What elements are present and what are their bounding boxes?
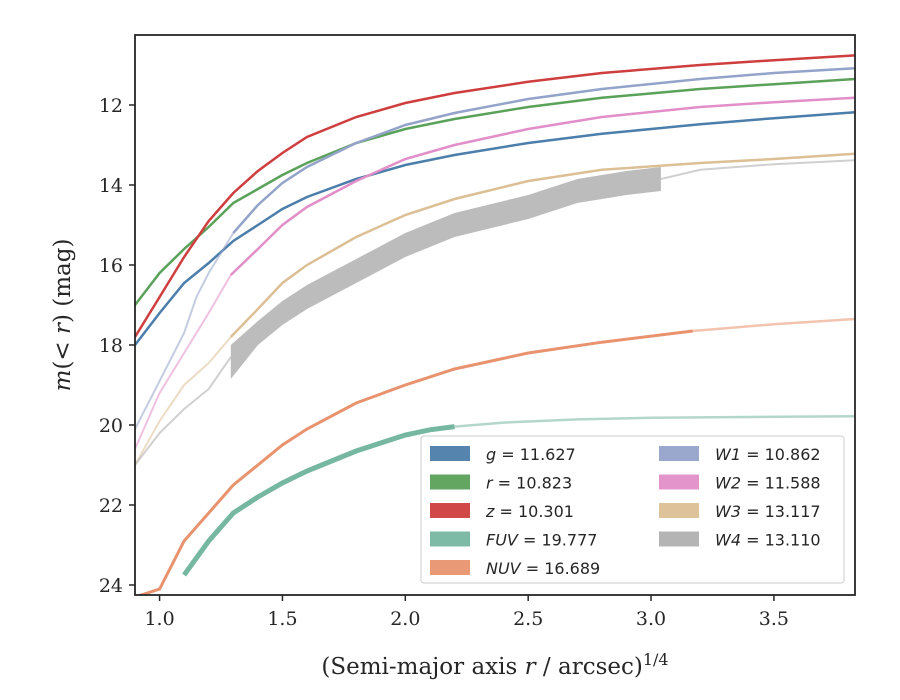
series-w3-line (229, 152, 855, 338)
legend-label-g: g = 11.627 (486, 445, 576, 464)
series-w1-inner-line (135, 232, 235, 430)
x-axis-label: (Semi-major axis r / arcsec)1/4 (321, 650, 668, 680)
y-tick-label: 22 (99, 495, 123, 517)
series-w4-inner-line (135, 356, 232, 466)
series-fuv (182, 414, 855, 577)
series-fuv-extrapolated-line (454, 414, 855, 428)
series-nuv-line (136, 329, 693, 595)
y-axis-label: m(< r) (mag) (50, 239, 76, 392)
legend-swatch-w2 (659, 474, 699, 490)
series-w2-line (229, 96, 855, 276)
series-w2-inner-line (135, 274, 232, 450)
series-w2 (135, 96, 855, 450)
legend-label-nuv: NUV = 16.689 (486, 559, 600, 578)
x-tick-label: 1.5 (267, 608, 297, 630)
y-tick-label: 24 (99, 575, 123, 597)
legend-label-w4: W4 = 13.110 (715, 531, 821, 550)
series-w4-extrapolated-line (660, 159, 855, 180)
legend-swatch-z (430, 503, 470, 518)
y-tick-label: 20 (99, 415, 123, 437)
y-tick-label: 12 (99, 95, 123, 117)
legend-label-fuv: FUV = 19.777 (486, 531, 597, 550)
x-tick-label: 3.5 (759, 608, 789, 630)
x-tick-label: 1.0 (144, 608, 174, 630)
legend-swatch-nuv (430, 560, 470, 575)
legend-swatch-w1 (659, 446, 699, 461)
series-w3 (135, 152, 855, 466)
series-w4 (135, 159, 855, 466)
series-w3-inner-line (135, 336, 232, 466)
legend-swatch-w4 (659, 531, 699, 547)
series-fuv-line (182, 424, 455, 577)
series-z (135, 54, 855, 338)
legend-swatch-g (430, 446, 470, 461)
series-nuv (136, 317, 855, 595)
legend-swatch-fuv (430, 531, 470, 547)
legend-label-w1: W1 = 10.862 (715, 445, 821, 464)
legend: g = 11.627 r = 10.823 z = 10.301 FUV = 19.7… (420, 435, 845, 584)
legend-label-r: r = 10.823 (486, 474, 572, 493)
series-w1 (135, 66, 855, 430)
x-axis-ticks: 1.0 1.5 2.0 2.5 3.0 3.5 (144, 595, 789, 630)
legend-label-w2: W2 = 11.588 (715, 474, 821, 493)
series-g (135, 110, 855, 346)
series-layer (135, 54, 855, 595)
series-z-line (135, 54, 855, 338)
series-r (135, 77, 855, 306)
y-tick-label: 18 (99, 335, 123, 357)
plot-frame (134, 34, 856, 596)
y-tick-label: 16 (99, 255, 123, 277)
legend-label-z: z = 10.301 (485, 502, 574, 521)
series-w1-line (232, 66, 855, 234)
series-r-line (135, 77, 855, 306)
series-nuv-extrapolated-line (692, 317, 855, 333)
legend-box (420, 435, 845, 584)
series-w4-band (230, 167, 661, 379)
y-tick-label: 14 (99, 175, 123, 197)
y-axis-ticks: 12 14 16 18 20 22 24 (99, 95, 135, 597)
x-tick-label: 2.5 (513, 608, 543, 630)
legend-swatch-r (430, 474, 470, 490)
x-tick-label: 3.0 (636, 608, 666, 630)
legend-swatch-w3 (659, 503, 699, 518)
legend-label-w3: W3 = 13.117 (715, 502, 821, 521)
series-g-line (135, 110, 855, 346)
x-tick-label: 2.0 (390, 608, 420, 630)
